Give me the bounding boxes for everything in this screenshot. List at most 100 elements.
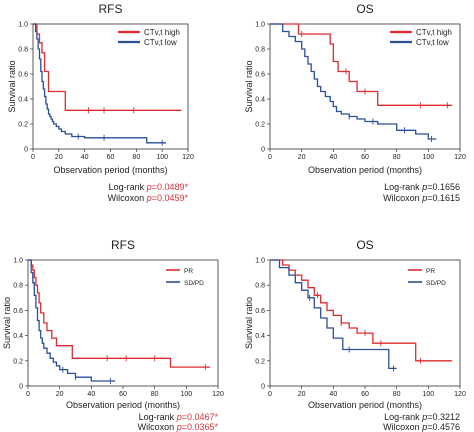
- y-tick-label: 0.2: [255, 122, 265, 129]
- y-tick-label: 0.4: [255, 97, 265, 104]
- km-curve-group1: [28, 259, 211, 368]
- stat-p-symbol: p: [176, 412, 182, 422]
- stat-p-symbol: p: [421, 182, 427, 192]
- y-tick-label: 0.4: [13, 333, 23, 340]
- stat-annotation: Log-rank p=0.0489*: [109, 182, 189, 192]
- x-tick-label: 40: [81, 154, 89, 161]
- km-curve-group1: [270, 23, 453, 106]
- x-tick-label: 40: [329, 391, 337, 398]
- stat-p-value: =0.1656: [427, 182, 460, 192]
- x-tick-label: 80: [393, 154, 401, 161]
- stat-annotation: Log-rank p=0.3212: [384, 412, 460, 422]
- y-tick-label: 0: [19, 384, 23, 391]
- chart-title: RFS: [111, 238, 135, 252]
- stat-test-name: Wilcoxon: [138, 422, 177, 432]
- x-tick-label: 20: [298, 154, 306, 161]
- x-tick-label: 100: [156, 154, 168, 161]
- y-tick-label: 1.0: [18, 22, 28, 29]
- stat-test-name: Log-rank: [109, 182, 147, 192]
- y-tick-label: 0.2: [13, 358, 23, 365]
- y-tick-label: 0.6: [13, 308, 23, 315]
- y-tick-label: 0.4: [255, 333, 265, 340]
- legend-label: CTv,t low: [144, 38, 177, 47]
- x-axis-label: Observation period (months): [66, 400, 180, 410]
- y-tick-label: 0.8: [255, 47, 265, 54]
- x-tick-label: 60: [119, 391, 127, 398]
- legend-label: PR: [184, 268, 193, 275]
- stat-p-value: =0.1615: [427, 193, 460, 203]
- x-tick-label: 80: [132, 154, 140, 161]
- legend-label: SD/PD: [426, 280, 446, 287]
- km-curve-group2: [33, 23, 166, 144]
- x-axis-label: Observation period (months): [308, 400, 422, 410]
- km-curve-group2: [28, 259, 116, 382]
- legend-label: CTv,t high: [416, 28, 452, 37]
- legend-label: CTv,t low: [416, 38, 449, 47]
- stat-p-value: =0.0365*: [182, 422, 219, 432]
- y-tick-label: 0: [261, 384, 265, 391]
- y-tick-label: 0.8: [18, 47, 28, 54]
- km-panel-1: RFS 0 20 40 60 80 100 120 0 0.2 0.4 0.6 0.8 1.0 Observ…: [7, 2, 194, 203]
- y-tick-label: 1.0: [13, 258, 23, 265]
- x-tick-label: 100: [422, 391, 434, 398]
- km-curve-group2: [270, 23, 437, 140]
- stat-p-value: =0.0467*: [182, 412, 219, 422]
- stat-test-name: Wilcoxon: [108, 193, 147, 203]
- stat-p-symbol: p: [421, 193, 427, 203]
- y-tick-label: 1.0: [255, 22, 265, 29]
- stat-annotation: Wilcoxon p=0.1615: [383, 193, 460, 203]
- legend-label: SD/PD: [184, 280, 204, 287]
- stat-test-name: Log-rank: [384, 182, 422, 192]
- stat-p-value: =0.0459*: [152, 193, 189, 203]
- stat-annotation: Wilcoxon p=0.4576: [383, 422, 460, 432]
- stat-p-symbol: p: [176, 422, 182, 432]
- x-tick-label: 120: [454, 154, 466, 161]
- stat-p-symbol: p: [146, 193, 152, 203]
- km-panel-3: RFS 0 20 40 60 80 100 120 0 0.2 0.4 0.6 0.8 1.0 Observ…: [2, 238, 224, 432]
- x-tick-label: 0: [31, 154, 35, 161]
- stat-test-name: Wilcoxon: [383, 422, 422, 432]
- x-tick-label: 120: [212, 391, 224, 398]
- x-tick-label: 20: [55, 154, 63, 161]
- y-tick-label: 0.6: [18, 72, 28, 79]
- x-tick-label: 120: [182, 154, 194, 161]
- stat-test-name: Wilcoxon: [383, 193, 422, 203]
- y-axis-label: Survival ratio: [2, 297, 12, 349]
- x-tick-label: 120: [454, 391, 466, 398]
- chart-title: RFS: [99, 2, 123, 16]
- plot-frame: [269, 259, 461, 387]
- y-tick-label: 0.4: [18, 97, 28, 104]
- y-tick-label: 0.2: [18, 122, 28, 129]
- x-tick-label: 20: [56, 391, 64, 398]
- stat-annotation: Log-rank p=0.1656: [384, 182, 460, 192]
- x-axis-label: Observation period (months): [308, 165, 422, 175]
- y-tick-label: 0.2: [255, 358, 265, 365]
- y-tick-label: 0.6: [255, 72, 265, 79]
- x-tick-label: 60: [107, 154, 115, 161]
- x-tick-label: 80: [393, 391, 401, 398]
- stat-test-name: Log-rank: [384, 412, 422, 422]
- stat-p-symbol: p: [421, 412, 427, 422]
- km-panel-2: OS 0 20 40 60 80 100 120 0 0.2 0.4 0.6 0.8 1.0 Observa…: [244, 2, 466, 203]
- legend-label: PR: [426, 268, 435, 275]
- legend-label: CTv,t high: [144, 28, 180, 37]
- km-curve-group1: [270, 259, 453, 362]
- x-axis-label: Observation period (months): [53, 165, 167, 175]
- x-tick-label: 60: [361, 391, 369, 398]
- x-tick-label: 0: [268, 154, 272, 161]
- x-tick-label: 60: [361, 154, 369, 161]
- x-tick-label: 0: [268, 391, 272, 398]
- stat-annotation: Wilcoxon p=0.0365*: [138, 422, 219, 432]
- stat-p-value: =0.3212: [427, 412, 460, 422]
- x-tick-label: 100: [422, 154, 434, 161]
- stat-p-symbol: p: [421, 422, 427, 432]
- stat-p-value: =0.0489*: [152, 182, 189, 192]
- x-tick-label: 100: [180, 391, 192, 398]
- y-axis-label: Survival ratio: [244, 297, 254, 349]
- y-axis-label: Survival ratio: [7, 60, 17, 112]
- x-tick-label: 40: [329, 154, 337, 161]
- chart-title: OS: [356, 2, 373, 16]
- y-tick-label: 0.6: [255, 308, 265, 315]
- km-panel-4: OS 0 20 40 60 80 100 120 0 0.2 0.4 0.6 0.8 1.0 Observa…: [244, 238, 466, 432]
- x-tick-label: 80: [151, 391, 159, 398]
